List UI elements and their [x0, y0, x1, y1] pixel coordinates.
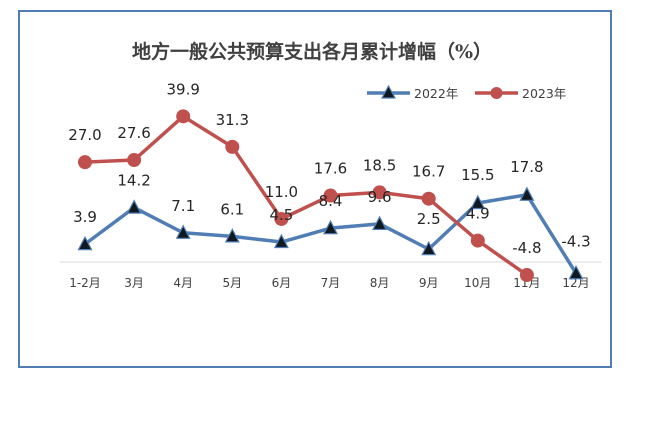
point-marker [175, 224, 191, 239]
data-label: -4.8 [512, 239, 541, 257]
data-label: -4.3 [561, 232, 590, 250]
data-label: 17.8 [510, 158, 543, 176]
x-tick-label: 4月 [173, 276, 193, 290]
point-marker [78, 155, 92, 170]
x-tick-label: 1-2月 [69, 276, 101, 290]
point-marker [470, 194, 486, 210]
x-tick-label: 5月 [222, 276, 242, 290]
point-marker [372, 215, 388, 231]
x-tick-label: 10月 [464, 276, 491, 290]
data-label: 2.5 [417, 210, 441, 228]
point-marker [470, 233, 485, 248]
data-label: 16.7 [412, 163, 445, 181]
data-label: 17.6 [314, 160, 347, 178]
data-label: 9.6 [368, 188, 392, 206]
data-label: 18.5 [363, 156, 396, 174]
data-label: 4.9 [466, 205, 490, 223]
series-markers [77, 109, 584, 283]
point-marker [421, 240, 437, 256]
data-label: 6.1 [220, 200, 244, 218]
point-marker [323, 188, 338, 203]
point-marker [519, 268, 534, 283]
x-tick-labels: 1-2月 3月 4月 5月 6月 7月 8月 9月 10月 11月 12月 [69, 276, 589, 290]
data-label: 31.3 [216, 111, 249, 129]
x-tick-label: 12月 [562, 276, 589, 290]
point-marker [225, 139, 240, 154]
data-label: 11.0 [265, 183, 298, 201]
data-label: 8.4 [319, 192, 343, 210]
point-marker [126, 199, 142, 214]
x-tick-label: 8月 [370, 276, 390, 290]
x-tick-label: 11月 [513, 276, 540, 290]
point-marker [519, 186, 535, 201]
data-label: 3.9 [73, 208, 97, 226]
point-marker [77, 235, 93, 251]
data-label: 4.5 [269, 206, 293, 224]
point-marker [421, 191, 436, 206]
point-marker [127, 153, 142, 168]
x-tick-label: 9月 [419, 276, 439, 290]
data-label: 27.6 [117, 124, 150, 142]
data-label: 39.9 [166, 80, 199, 98]
legend: 2022年 2023年 [367, 84, 566, 101]
point-marker [274, 211, 289, 226]
data-label: 27.0 [68, 126, 101, 144]
legend-label-2023: 2023年 [522, 86, 566, 101]
chart-frame [18, 10, 612, 368]
x-tick-label: 6月 [272, 276, 292, 290]
data-labels: 3.9 14.2 7.1 6.1 4.5 8.4 9.6 2.5 15.5 17.8 -4.3 27.… [68, 80, 590, 257]
point-marker [273, 233, 289, 249]
data-label: 14.2 [117, 172, 150, 190]
point-marker [224, 228, 240, 243]
data-label: 7.1 [171, 197, 195, 215]
point-marker [568, 264, 584, 280]
legend-marker-2022 [380, 84, 397, 99]
legend-marker-2023 [490, 87, 503, 99]
point-marker [323, 219, 338, 235]
chart-title: 地方一般公共预算支出各月累计增幅（%） [132, 40, 492, 63]
x-tick-label: 3月 [124, 276, 144, 290]
series-line-2023 [84, 114, 528, 277]
point-marker [372, 185, 387, 200]
x-tick-label: 7月 [321, 276, 341, 290]
legend-label-2022: 2022年 [414, 86, 458, 101]
point-marker [176, 109, 191, 124]
data-label: 15.5 [461, 166, 494, 184]
